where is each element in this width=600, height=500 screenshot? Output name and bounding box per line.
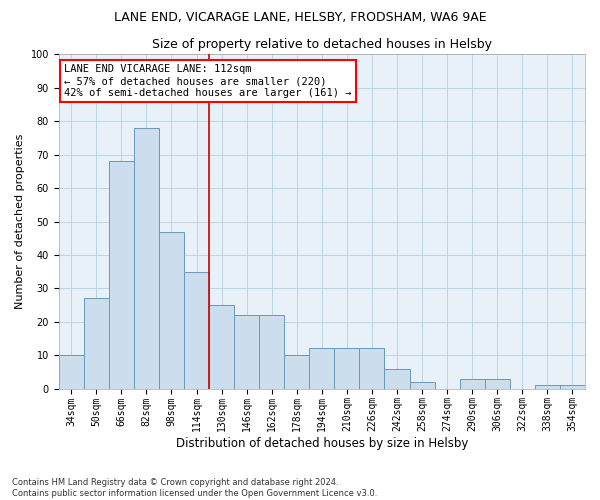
Text: LANE END, VICARAGE LANE, HELSBY, FRODSHAM, WA6 9AE: LANE END, VICARAGE LANE, HELSBY, FRODSHA… — [113, 11, 487, 24]
Bar — [334, 348, 359, 389]
Bar — [309, 348, 334, 389]
Bar — [134, 128, 159, 388]
Bar — [485, 378, 510, 388]
Bar — [460, 378, 485, 388]
Bar — [259, 315, 284, 388]
Bar — [535, 385, 560, 388]
Y-axis label: Number of detached properties: Number of detached properties — [15, 134, 25, 309]
Text: LANE END VICARAGE LANE: 112sqm
← 57% of detached houses are smaller (220)
42% of: LANE END VICARAGE LANE: 112sqm ← 57% of … — [64, 64, 352, 98]
Bar — [410, 382, 434, 388]
Bar — [284, 355, 309, 388]
Bar — [184, 272, 209, 388]
Bar — [159, 232, 184, 388]
Bar — [59, 355, 84, 388]
Bar — [209, 305, 234, 388]
Bar — [234, 315, 259, 388]
Bar — [560, 385, 585, 388]
Title: Size of property relative to detached houses in Helsby: Size of property relative to detached ho… — [152, 38, 492, 51]
Bar — [109, 162, 134, 388]
X-axis label: Distribution of detached houses by size in Helsby: Distribution of detached houses by size … — [176, 437, 468, 450]
Bar — [359, 348, 385, 389]
Bar — [84, 298, 109, 388]
Text: Contains HM Land Registry data © Crown copyright and database right 2024.
Contai: Contains HM Land Registry data © Crown c… — [12, 478, 377, 498]
Bar — [385, 368, 410, 388]
